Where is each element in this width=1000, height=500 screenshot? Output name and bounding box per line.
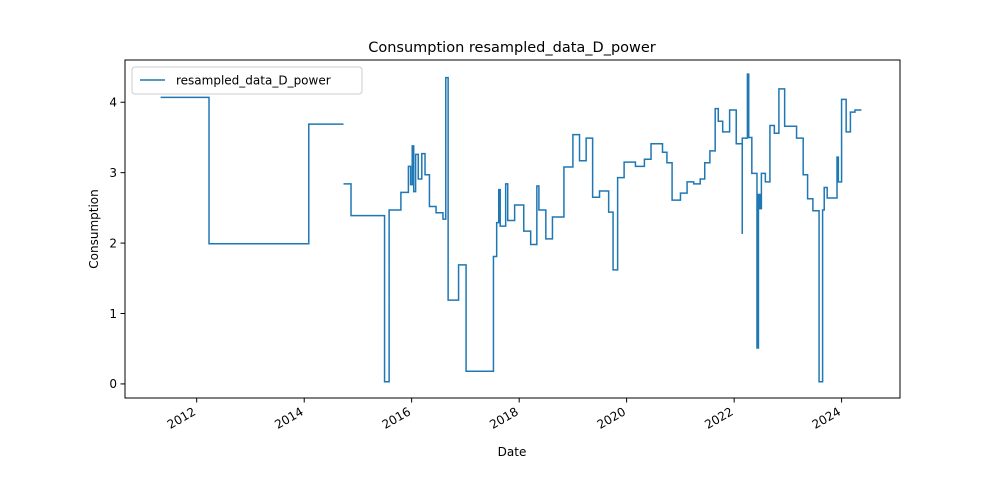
legend-box: [131, 66, 363, 95]
x-axis-title: Date: [498, 445, 527, 459]
y-axis-title: Consumption: [87, 189, 101, 268]
series-line-segment-2: [343, 76, 742, 383]
y-tick-label: 3: [109, 166, 117, 180]
axes-frame: [124, 59, 901, 399]
series-line-segment-1: [160, 96, 344, 245]
y-tick-label: 1: [109, 307, 117, 321]
y-axis: 0 1 2 3 4: [109, 96, 125, 391]
y-tick-label: 4: [109, 96, 117, 110]
chart-title: Consumption resampled_data_D_power: [368, 40, 656, 56]
series-line-segment-3: [741, 73, 862, 383]
legend: resampled_data_D_power: [131, 66, 363, 95]
plot-area: [160, 73, 862, 383]
legend-label: resampled_data_D_power: [176, 74, 331, 88]
y-tick-label: 0: [109, 377, 117, 391]
y-tick-label: 2: [109, 236, 117, 250]
